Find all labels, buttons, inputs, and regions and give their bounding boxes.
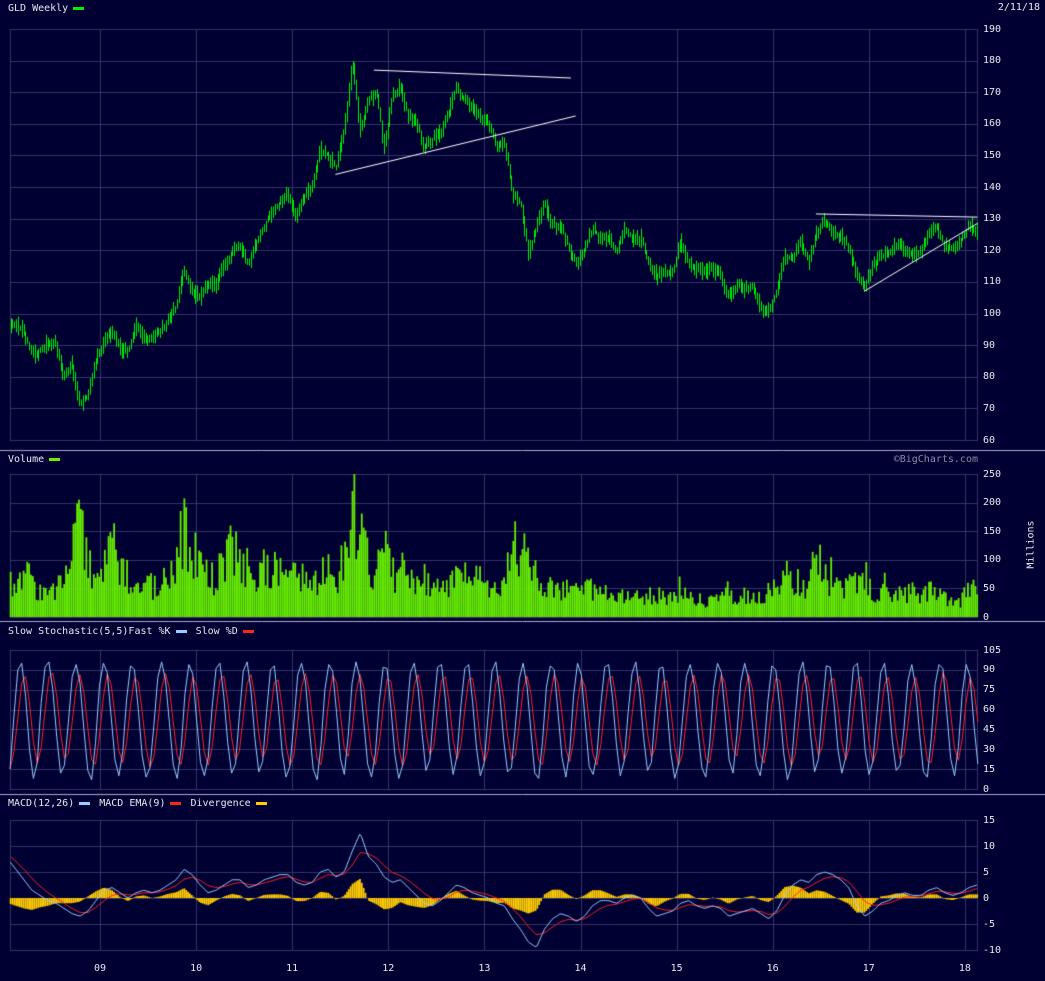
- x-axis-label: 09: [93, 963, 107, 974]
- legend-swatch-icon: [255, 801, 267, 805]
- price-y-tick-label: 130: [983, 213, 1002, 225]
- x-axis-label: 15: [670, 963, 683, 974]
- legend-label: Fast %K: [128, 625, 171, 637]
- price-y-tick-label: 80: [983, 371, 996, 383]
- volume-y-tick-label: 250: [983, 468, 1002, 480]
- macd-y-tick-label: -5: [983, 918, 996, 930]
- x-axis-label: 16: [766, 963, 779, 974]
- legend-swatch-icon: [175, 629, 187, 633]
- x-axis-label: 12: [382, 963, 395, 974]
- price-y-tick-label: 110: [983, 276, 1002, 288]
- macd-y-tick-label: 5: [983, 866, 990, 878]
- price-y-tick-label: 180: [983, 55, 1002, 67]
- legend-swatch-icon: [242, 629, 254, 633]
- stoch-y-tick-label: 15: [983, 763, 996, 775]
- watermark: ©BigCharts.com: [893, 454, 978, 465]
- legend-label: MACD EMA(9): [99, 797, 166, 809]
- stoch-y-tick-label: 90: [983, 664, 996, 676]
- price-y-tick-label: 170: [983, 86, 1002, 98]
- macd-y-tick-label: 10: [983, 840, 996, 852]
- price-y-tick-label: 150: [983, 149, 1002, 161]
- stoch-y-tick-label: 0: [983, 783, 990, 795]
- x-axis-label: 13: [478, 963, 491, 974]
- macd-y-tick-label: 0: [983, 892, 990, 904]
- legend-swatch-icon: [49, 457, 61, 461]
- legend-swatch-icon: [73, 6, 85, 10]
- volume-axis-title: Millions: [1025, 520, 1037, 569]
- volume-y-tick-label: 50: [983, 582, 996, 594]
- legend-label: Slow Stochastic(5,5): [8, 625, 129, 637]
- legend-label: Slow %D: [195, 625, 238, 637]
- stochastic-panel-header: Slow Stochastic(5,5) Fast %K Slow %D: [8, 625, 263, 637]
- x-axis-label: 10: [190, 963, 203, 974]
- price-panel-header: GLD Weekly: [8, 2, 93, 14]
- price-y-tick-label: 60: [983, 434, 996, 446]
- stoch-y-tick-label: 75: [983, 684, 996, 696]
- price-y-tick-label: 70: [983, 402, 996, 414]
- price-y-tick-label: 90: [983, 339, 996, 351]
- stoch-y-tick-label: 105: [983, 644, 1002, 656]
- volume-panel-header: Volume: [8, 453, 69, 465]
- price-y-tick-label: 190: [983, 23, 1002, 35]
- volume-y-tick-label: 150: [983, 525, 1002, 537]
- price-y-tick-label: 120: [983, 244, 1002, 256]
- legend-label: Volume: [8, 453, 45, 465]
- macd-y-tick-label: -10: [983, 944, 1002, 956]
- legend-swatch-icon: [170, 801, 182, 805]
- macd-y-tick-label: 15: [983, 814, 996, 826]
- legend-swatch-icon: [79, 801, 91, 805]
- legend-label: Divergence: [190, 797, 251, 809]
- stoch-y-tick-label: 45: [983, 723, 996, 735]
- legend-label: MACD(12,26): [8, 797, 75, 809]
- x-axis-label: 11: [286, 963, 299, 974]
- macd-panel-header: MACD(12,26) MACD EMA(9) Divergence: [8, 797, 276, 809]
- stoch-y-tick-label: 60: [983, 704, 996, 716]
- x-axis-label: 18: [958, 963, 971, 974]
- price-y-tick-label: 140: [983, 181, 1002, 193]
- x-axis-label: 17: [862, 963, 875, 974]
- volume-y-tick-label: 200: [983, 497, 1002, 509]
- x-axis-label: 14: [574, 963, 587, 974]
- volume-y-tick-label: 100: [983, 554, 1002, 566]
- price-y-tick-label: 160: [983, 118, 1002, 130]
- date-label: 2/11/18: [997, 2, 1040, 13]
- volume-y-tick-label: 0: [983, 611, 990, 623]
- stoch-y-tick-label: 30: [983, 743, 996, 755]
- price-y-tick-label: 100: [983, 308, 1002, 320]
- legend-label: GLD Weekly: [8, 2, 69, 14]
